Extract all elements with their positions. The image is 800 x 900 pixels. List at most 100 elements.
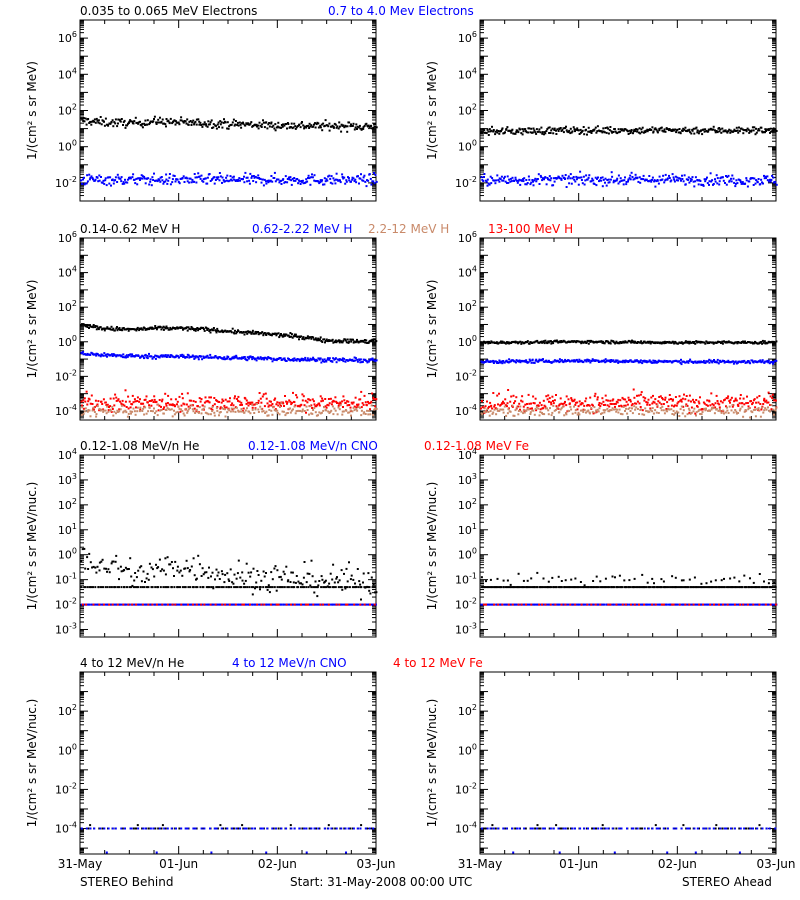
data-point bbox=[114, 179, 117, 182]
data-point bbox=[243, 181, 246, 184]
data-point bbox=[487, 342, 490, 345]
data-point bbox=[639, 341, 642, 344]
data-point bbox=[616, 359, 619, 362]
data-point bbox=[729, 129, 732, 132]
data-point bbox=[747, 128, 750, 131]
data-point bbox=[300, 403, 303, 406]
data-point bbox=[134, 328, 137, 331]
data-point bbox=[306, 337, 308, 340]
data-point bbox=[185, 403, 188, 406]
data-point bbox=[122, 121, 125, 124]
y-tick-label: 10-2 bbox=[455, 175, 477, 190]
data-point bbox=[528, 358, 531, 361]
data-point bbox=[370, 404, 373, 407]
data-point bbox=[267, 123, 270, 126]
data-point bbox=[257, 331, 260, 333]
data-point bbox=[629, 359, 632, 362]
y-axis-label: 1/(cm² s sr MeV/nuc.) bbox=[25, 482, 39, 611]
data-point bbox=[659, 341, 662, 344]
data-point bbox=[731, 174, 734, 177]
data-point bbox=[610, 409, 613, 412]
data-point bbox=[750, 129, 753, 132]
data-point bbox=[774, 409, 777, 412]
data-point bbox=[575, 175, 578, 178]
data-point bbox=[256, 125, 258, 128]
data-point bbox=[267, 414, 270, 417]
data-point bbox=[590, 339, 592, 342]
data-point bbox=[137, 355, 140, 357]
data-point bbox=[687, 399, 690, 402]
data-point bbox=[632, 132, 634, 135]
data-point bbox=[280, 334, 283, 337]
data-point bbox=[567, 359, 570, 362]
data-point bbox=[356, 358, 359, 361]
data-point bbox=[640, 391, 643, 394]
data-point bbox=[296, 178, 299, 180]
data-point bbox=[226, 400, 229, 403]
data-point bbox=[592, 179, 595, 182]
data-point bbox=[732, 362, 735, 365]
data-point bbox=[223, 404, 226, 407]
data-point bbox=[133, 178, 136, 181]
data-point bbox=[515, 359, 518, 362]
data-point bbox=[247, 404, 250, 407]
data-point bbox=[544, 405, 547, 408]
data-point bbox=[604, 181, 606, 184]
data-point bbox=[645, 178, 648, 181]
data-point bbox=[134, 182, 137, 185]
data-point bbox=[569, 132, 572, 135]
data-point bbox=[96, 176, 99, 179]
data-point bbox=[89, 120, 92, 123]
data-point bbox=[255, 332, 258, 335]
data-point bbox=[698, 130, 701, 133]
data-point bbox=[536, 130, 539, 133]
data-point bbox=[539, 408, 542, 411]
data-point bbox=[248, 123, 251, 126]
data-point bbox=[226, 127, 229, 130]
data-point bbox=[636, 394, 638, 397]
data-point bbox=[679, 177, 682, 180]
data-point bbox=[237, 409, 240, 412]
data-point bbox=[104, 327, 107, 330]
data-point bbox=[637, 131, 640, 134]
data-point bbox=[675, 179, 678, 182]
data-point bbox=[221, 176, 224, 179]
data-point bbox=[244, 124, 247, 127]
data-point bbox=[342, 124, 345, 127]
data-point bbox=[609, 402, 612, 405]
data-point bbox=[689, 180, 692, 182]
data-point bbox=[552, 177, 555, 180]
y-tick-label: 102 bbox=[58, 299, 77, 314]
data-point bbox=[322, 409, 325, 412]
data-point bbox=[231, 176, 234, 179]
data-point bbox=[264, 392, 267, 395]
y-tick-label: 100 bbox=[458, 139, 477, 154]
data-point bbox=[770, 178, 773, 181]
data-point bbox=[550, 414, 553, 417]
data-point bbox=[104, 117, 107, 120]
data-point bbox=[485, 341, 488, 344]
data-point bbox=[311, 358, 314, 361]
data-point bbox=[487, 130, 490, 133]
data-point bbox=[284, 414, 287, 417]
data-point bbox=[670, 179, 673, 182]
data-point bbox=[213, 414, 216, 417]
data-point bbox=[135, 329, 138, 332]
data-point bbox=[722, 409, 725, 412]
data-point bbox=[335, 400, 338, 403]
data-point bbox=[171, 181, 174, 184]
data-point bbox=[190, 399, 193, 402]
data-point bbox=[193, 123, 196, 126]
data-point bbox=[121, 329, 124, 332]
data-point bbox=[661, 397, 664, 399]
data-point bbox=[617, 342, 620, 345]
data-point bbox=[197, 172, 200, 175]
data-point bbox=[128, 354, 131, 357]
data-point bbox=[282, 402, 285, 405]
data-point bbox=[243, 175, 245, 178]
data-point bbox=[352, 122, 355, 125]
data-point bbox=[732, 360, 735, 363]
y-tick-label: 104 bbox=[458, 265, 477, 280]
data-point bbox=[262, 334, 265, 337]
data-point bbox=[533, 341, 536, 344]
